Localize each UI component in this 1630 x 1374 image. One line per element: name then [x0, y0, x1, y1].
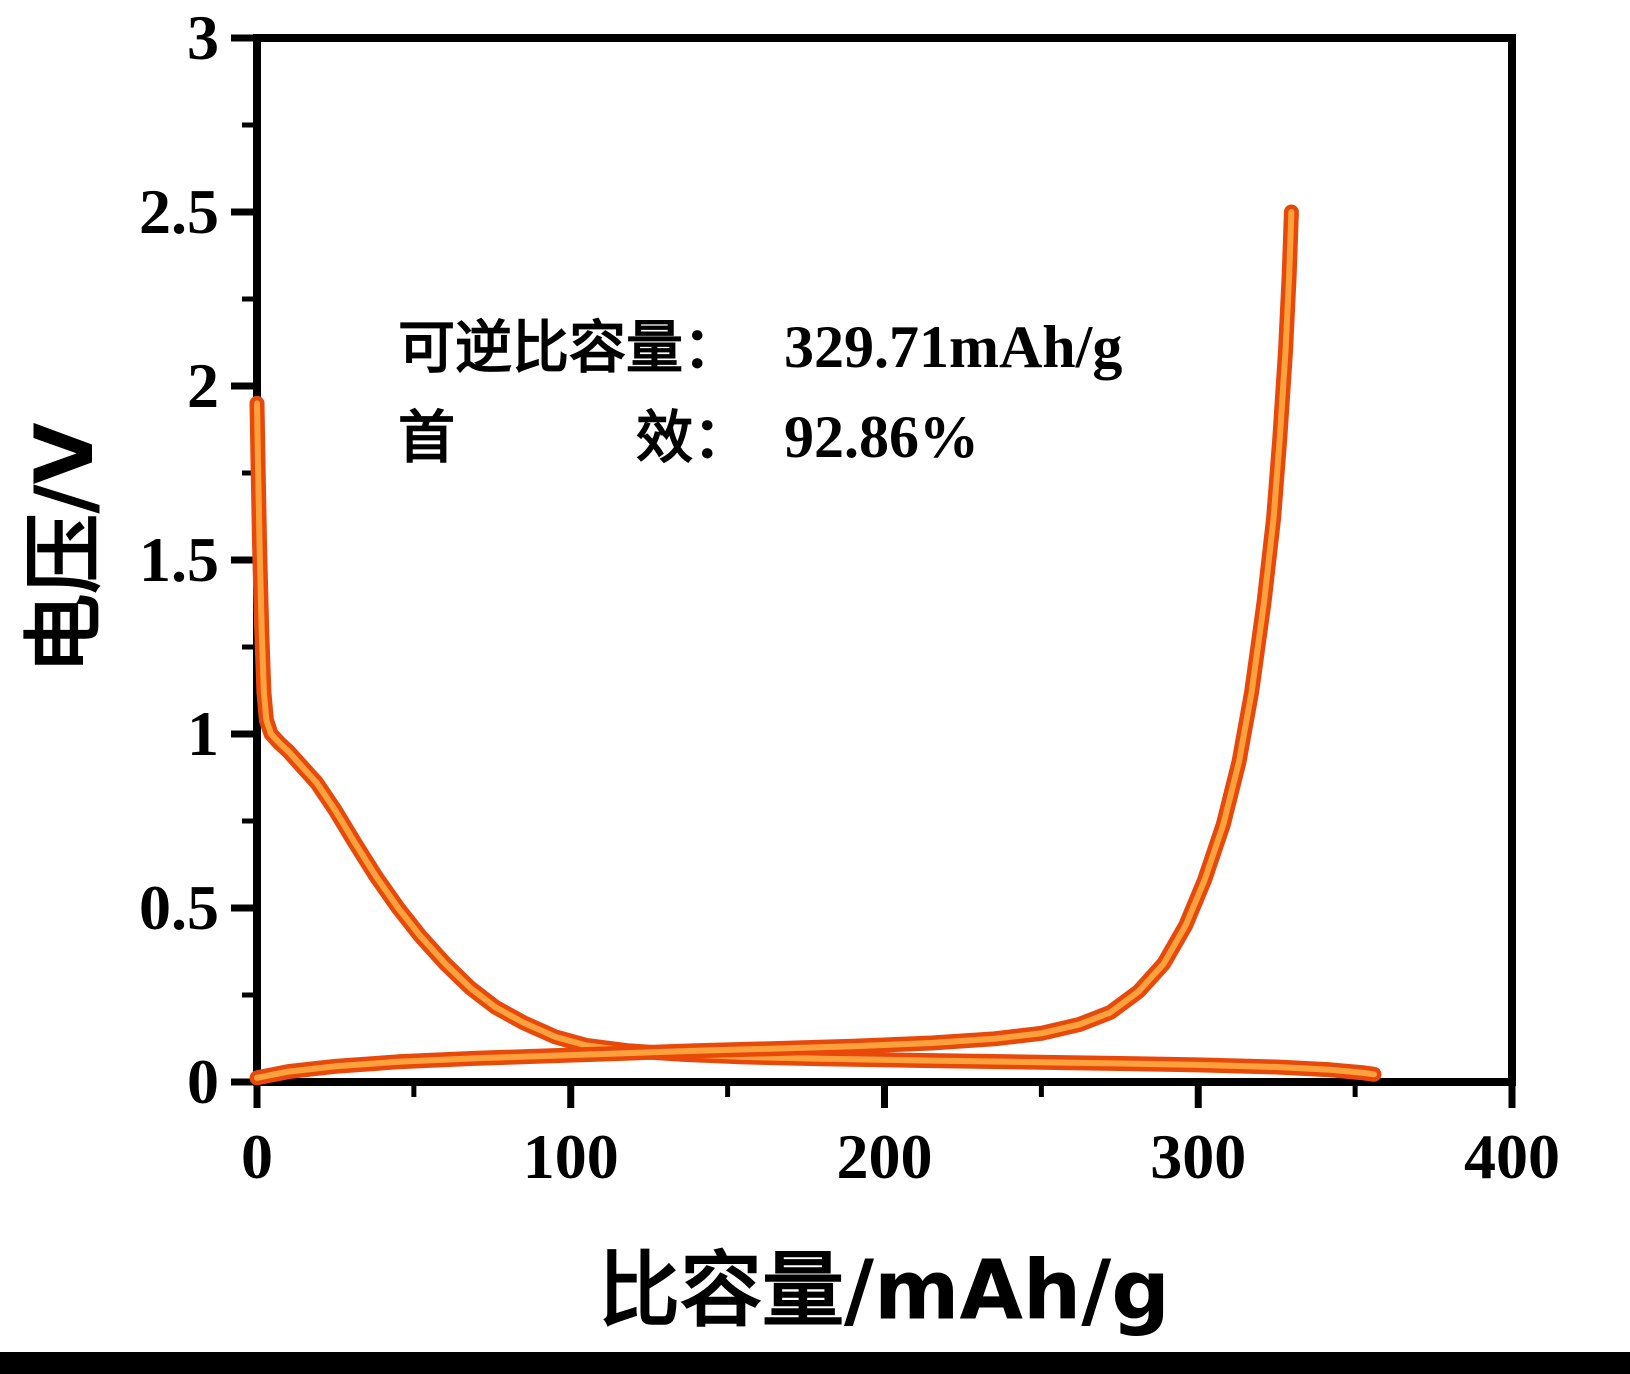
y-tick-label: 2.5 [139, 176, 219, 247]
plot-border [253, 34, 1516, 1086]
annotation-block: 可逆比容量： 329.71mAh/g 首 效： 92.86% [398, 302, 1122, 482]
y-tick-label: 1.5 [139, 524, 219, 595]
y-tick-label: 3 [187, 2, 219, 73]
bottom-black-bar [0, 1352, 1630, 1374]
x-tick-label: 200 [836, 1121, 933, 1192]
y-tick-label: 2 [187, 350, 219, 421]
y-tick-label: 0.5 [139, 872, 219, 943]
x-tick-label: 0 [241, 1121, 273, 1192]
y-tick-label: 0 [187, 1046, 219, 1117]
charge-curve-inner [254, 209, 1295, 1081]
discharge-curve-inner [254, 400, 1377, 1078]
annotation-line-first-efficiency: 首 效： 92.86% [398, 392, 1122, 482]
x-tick-label: 100 [522, 1121, 619, 1192]
y-axis-title: 电压/V [18, 422, 111, 674]
annotation-value-reversible-capacity: 329.71mAh/g [784, 314, 1123, 380]
annotation-label-first-efficiency: 首 效： [398, 392, 750, 474]
x-tick-label: 400 [1464, 1121, 1560, 1192]
x-tick-label: 300 [1150, 1121, 1247, 1192]
x-axis-title: 比容量/mAh/g [598, 1243, 1170, 1339]
y-tick-label: 1 [187, 698, 219, 769]
annotation-line-reversible-capacity: 可逆比容量： 329.71mAh/g [398, 302, 1122, 392]
discharge-curve-outer [249, 395, 1382, 1082]
annotation-label-first-efficiency-right: 效： [636, 405, 750, 471]
annotation-label-first-efficiency-left: 首 [398, 405, 455, 471]
annotation-label-reversible-capacity: 可逆比容量： [398, 315, 740, 381]
annotation-value-first-efficiency: 92.86% [784, 404, 979, 470]
